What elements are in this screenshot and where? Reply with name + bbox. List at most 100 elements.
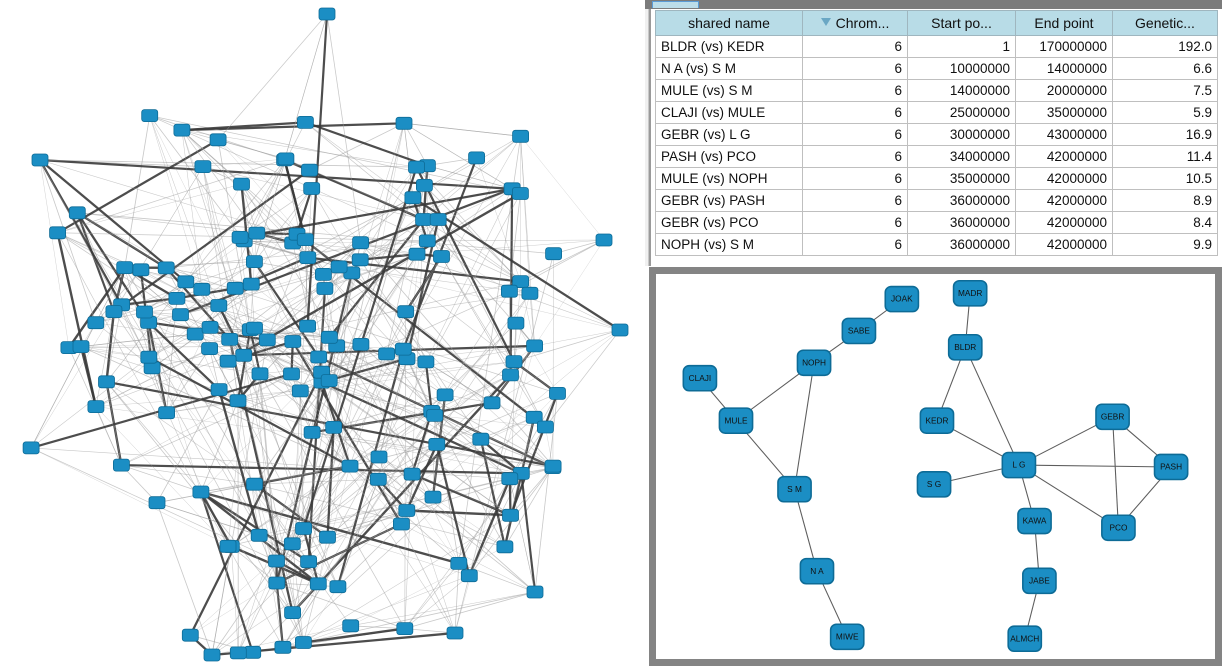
network-node[interactable] [450, 557, 468, 570]
network-edge[interactable] [211, 583, 319, 656]
network-edge[interactable] [181, 121, 306, 132]
network-edge[interactable] [251, 188, 312, 285]
network-edge[interactable] [254, 478, 379, 485]
network-edge[interactable] [318, 329, 621, 584]
network-edge[interactable] [217, 389, 261, 536]
network-edge[interactable] [491, 329, 621, 403]
network-node[interactable] [168, 291, 186, 305]
network-edge[interactable] [39, 159, 417, 168]
network-edge[interactable] [1018, 464, 1119, 529]
column-header-shared-name[interactable]: shared name [655, 10, 803, 36]
network-edge[interactable] [240, 237, 418, 255]
network-edge[interactable] [217, 139, 361, 260]
network-node[interactable] [415, 178, 433, 192]
network-node[interactable] [403, 467, 421, 481]
network-edge[interactable] [254, 484, 277, 562]
network-node[interactable] [203, 648, 221, 662]
network-node[interactable] [512, 187, 529, 200]
network-edge[interactable] [181, 130, 251, 330]
network-edge[interactable] [276, 427, 335, 584]
network-edge[interactable] [328, 218, 425, 339]
network-edge[interactable] [378, 456, 407, 511]
network-node[interactable] [226, 281, 244, 295]
network-node[interactable] [242, 277, 260, 291]
network-edge[interactable] [307, 272, 353, 327]
column-header-start-point[interactable]: Start po... [907, 10, 1016, 36]
network-node[interactable] [320, 330, 338, 344]
network-node[interactable] [116, 261, 134, 275]
table-row[interactable]: GEBR (vs) L G 6 30000000 43000000 16.9 [655, 123, 1218, 146]
network-node[interactable] [233, 177, 250, 191]
network-edge[interactable] [77, 212, 481, 440]
network-edge[interactable] [359, 259, 482, 440]
network-edge[interactable] [403, 123, 513, 190]
network-node[interactable] [295, 522, 313, 535]
network-node[interactable] [314, 267, 332, 281]
network-edge[interactable] [254, 483, 505, 548]
network-node[interactable] [526, 585, 544, 599]
network-edge[interactable] [219, 389, 511, 516]
network-edge[interactable] [534, 329, 621, 347]
network-node[interactable] [299, 251, 317, 265]
network-edge[interactable] [423, 219, 521, 282]
network-edge[interactable] [403, 122, 521, 137]
network-node[interactable] [194, 160, 212, 174]
network-edge[interactable] [794, 489, 818, 572]
network-edge[interactable] [323, 274, 459, 564]
network-edge[interactable] [259, 373, 277, 562]
network-node[interactable] [320, 374, 338, 388]
network-edge[interactable] [321, 361, 515, 383]
network-edge[interactable] [378, 444, 437, 480]
network-edge[interactable] [520, 136, 605, 241]
network-node[interactable] [113, 458, 130, 472]
network-node[interactable]: NOPH [796, 349, 832, 377]
network-node[interactable] [246, 477, 263, 491]
network-node[interactable] [429, 213, 447, 226]
network-edge[interactable] [180, 274, 324, 316]
network-edge[interactable] [166, 400, 239, 414]
network-node[interactable] [351, 253, 369, 267]
network-edge[interactable] [241, 184, 258, 234]
network-edge[interactable] [217, 139, 306, 240]
network-node[interactable] [219, 354, 237, 368]
network-node[interactable] [505, 355, 523, 369]
network-node[interactable] [418, 234, 436, 248]
network-edge[interactable] [149, 115, 203, 290]
network-node[interactable] [210, 299, 228, 312]
network-node[interactable] [294, 636, 312, 649]
network-node[interactable] [140, 350, 158, 364]
network-node[interactable] [172, 308, 189, 322]
table-row[interactable]: MULE (vs) NOPH 6 35000000 42000000 10.5 [655, 167, 1218, 190]
network-node[interactable] [460, 569, 478, 583]
network-edge[interactable] [276, 582, 405, 630]
network-node[interactable] [186, 327, 204, 341]
network-edge[interactable] [267, 339, 313, 433]
network-node[interactable] [319, 530, 336, 544]
network-edge[interactable] [434, 374, 511, 416]
network-node[interactable] [300, 555, 318, 569]
network-node[interactable] [537, 420, 554, 434]
network-edge[interactable] [434, 415, 546, 428]
network-node[interactable] [141, 109, 159, 122]
network-edge[interactable] [311, 432, 407, 511]
network-edge[interactable] [181, 122, 405, 132]
network-edge[interactable] [508, 193, 521, 292]
network-node[interactable] [31, 153, 49, 167]
table-row[interactable]: MULE (vs) S M 6 14000000 20000000 7.5 [655, 79, 1218, 102]
table-tab-handle[interactable] [652, 1, 699, 8]
network-node[interactable] [502, 508, 519, 522]
network-edge[interactable] [244, 240, 308, 258]
network-edge[interactable] [424, 361, 433, 412]
network-edge[interactable] [254, 240, 428, 485]
network-edge[interactable] [95, 406, 122, 466]
network-edge[interactable] [106, 381, 255, 485]
network-edge[interactable] [480, 438, 554, 468]
network-edge[interactable] [534, 239, 605, 346]
network-node[interactable]: MIWE [829, 623, 865, 651]
network-edge[interactable] [181, 130, 203, 290]
network-edge[interactable] [454, 345, 535, 634]
network-node[interactable] [246, 321, 263, 335]
network-edge[interactable] [431, 374, 511, 412]
network-edge[interactable] [303, 456, 380, 529]
network-node[interactable] [433, 250, 450, 263]
